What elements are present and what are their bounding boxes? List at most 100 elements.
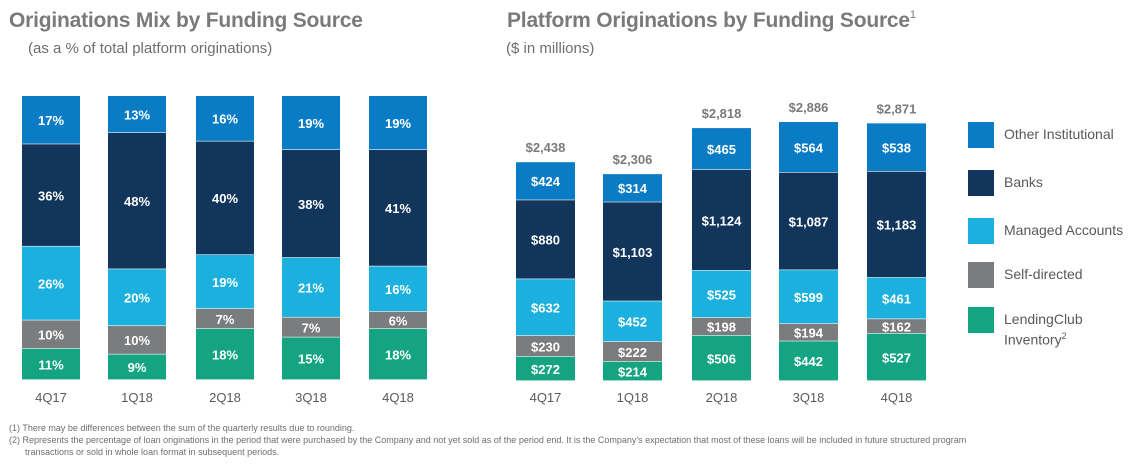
data-label-banks-1q18: $1,103 — [613, 245, 653, 260]
bar-segment-other-institutional-4q17 — [516, 162, 575, 200]
data-label-banks-2q18: $1,124 — [702, 213, 743, 228]
bar-segment-managed-accounts-2q18 — [196, 255, 254, 309]
bar-segment-lendingclub-inventory-3q18 — [779, 341, 838, 381]
data-label-other-institutional-4q17: 17% — [38, 113, 64, 128]
legend-label-lendingclub-inventory: LendingClub Inventory2 — [1004, 311, 1083, 348]
bar-segment-other-institutional-3q18 — [779, 122, 838, 173]
bar-segment-banks-4q17 — [516, 200, 575, 279]
data-label-lendingclub-inventory-2q18: $506 — [707, 351, 736, 366]
legend-item-self-directed: Self-directed — [968, 262, 1134, 288]
legend-swatch-managed-accounts — [968, 218, 994, 244]
bar-segment-self-directed-2q18 — [692, 317, 751, 335]
data-label-self-directed-1q18: 10% — [124, 333, 150, 348]
legend-label-self-directed: Self-directed — [1004, 266, 1083, 282]
data-label-self-directed-4q18: 6% — [389, 313, 408, 328]
bar-segment-managed-accounts-2q18 — [692, 270, 751, 318]
bar-segment-managed-accounts-4q17 — [516, 279, 575, 336]
bar-segment-lendingclub-inventory-4q18 — [369, 328, 427, 380]
legend-label-other-institutional: Other Institutional — [1004, 126, 1114, 142]
category-label-3q18: 3Q18 — [295, 390, 327, 405]
bar-segment-managed-accounts-4q18 — [867, 277, 926, 319]
category-label-2q18: 2Q18 — [209, 390, 241, 405]
category-label-4q18: 4Q18 — [881, 390, 913, 405]
legend-item-managed-accounts: Managed Accounts — [968, 218, 1134, 244]
bar-segment-lendingclub-inventory-2q18 — [692, 335, 751, 381]
data-label-banks-4q17: 36% — [38, 188, 64, 203]
bar-segment-banks-4q18 — [867, 171, 926, 278]
category-label-2q18: 2Q18 — [706, 390, 738, 405]
bar-segment-lendingclub-inventory-2q18 — [196, 328, 254, 380]
bar-segment-banks-1q18 — [108, 132, 166, 269]
bar-segment-other-institutional-2q18 — [692, 128, 751, 170]
data-label-other-institutional-3q18: 19% — [298, 116, 324, 131]
left-chart-title: Originations Mix by Funding Source — [9, 9, 363, 32]
legend-swatch-other-institutional — [968, 122, 994, 148]
data-label-self-directed-2q18: $198 — [707, 320, 736, 335]
legend-swatch-self-directed — [968, 262, 994, 288]
bar-segment-banks-3q18 — [282, 149, 340, 258]
category-label-1q18: 1Q18 — [617, 390, 649, 405]
bar-segment-other-institutional-2q18 — [196, 96, 254, 141]
category-label-1q18: 1Q18 — [121, 390, 153, 405]
data-label-self-directed-1q18: $222 — [618, 345, 647, 360]
data-label-self-directed-4q17: 10% — [38, 328, 64, 343]
right-chart-title: Platform Originations by Funding Source1 — [507, 9, 916, 33]
data-label-self-directed-2q18: 7% — [216, 312, 235, 327]
data-label-lendingclub-inventory-4q18: 18% — [385, 347, 411, 362]
bar-segment-managed-accounts-3q18 — [779, 270, 838, 324]
data-label-other-institutional-4q18: 19% — [385, 116, 411, 131]
legend-swatch-lendingclub-inventory — [968, 307, 994, 333]
bar-segment-managed-accounts-3q18 — [282, 257, 340, 317]
legend-swatch-banks — [968, 170, 994, 196]
bar-segment-self-directed-4q18 — [867, 319, 926, 334]
data-label-lendingclub-inventory-4q17: $272 — [531, 362, 560, 377]
data-label-lendingclub-inventory-4q18: $527 — [882, 350, 911, 365]
bar-segment-banks-4q18 — [369, 149, 427, 266]
footnote-2-continued: transactions or sold in whole loan forma… — [25, 447, 280, 457]
legend-label-managed-accounts: Managed Accounts — [1004, 222, 1124, 238]
data-label-other-institutional-1q18: $314 — [618, 181, 648, 196]
bar-segment-self-directed-3q18 — [282, 317, 340, 337]
data-label-lendingclub-inventory-3q18: 15% — [298, 352, 324, 367]
data-label-managed-accounts-4q17: 26% — [38, 276, 64, 291]
left-chart-subtitle: (as a % of total platform originations) — [28, 40, 273, 57]
data-label-managed-accounts-4q18: 16% — [385, 282, 411, 297]
footnotes: (1) There may be differences between the… — [9, 422, 1129, 458]
category-label-3q18: 3Q18 — [793, 390, 825, 405]
bar-segment-other-institutional-4q17 — [22, 96, 80, 144]
right-chart-title-footnote-ref: 1 — [909, 9, 916, 21]
bar-segment-banks-2q18 — [196, 141, 254, 255]
bar-segment-lendingclub-inventory-3q18 — [282, 337, 340, 380]
data-label-other-institutional-2q18: 16% — [212, 112, 238, 127]
data-label-lendingclub-inventory-3q18: $442 — [794, 354, 823, 369]
bar-segment-banks-1q18 — [603, 202, 662, 301]
data-label-banks-4q18: 41% — [385, 201, 411, 216]
bar-segment-lendingclub-inventory-1q18 — [108, 354, 166, 380]
category-label-4q17: 4Q17 — [35, 390, 67, 405]
total-label-4q17: $2,438 — [526, 140, 566, 155]
data-label-other-institutional-1q18: 13% — [124, 107, 150, 122]
data-label-lendingclub-inventory-1q18: 9% — [128, 360, 147, 375]
footnote-1: (1) There may be differences between the… — [9, 423, 355, 433]
bar-segment-managed-accounts-4q18 — [369, 266, 427, 312]
data-label-banks-3q18: $1,087 — [789, 214, 829, 229]
bar-segment-self-directed-2q18 — [196, 309, 254, 329]
bar-segment-managed-accounts-4q17 — [22, 246, 80, 320]
bar-segment-other-institutional-1q18 — [603, 174, 662, 202]
bar-segment-self-directed-3q18 — [779, 323, 838, 341]
total-label-4q18: $2,871 — [877, 101, 917, 116]
bar-segment-banks-4q17 — [22, 144, 80, 246]
data-label-lendingclub-inventory-4q17: 11% — [38, 357, 64, 372]
charts-canvas: 11% 10% 26% 36% 17% 4Q17 9% 10% 20% 48% 13% 1Q18 18%… — [22, 96, 926, 405]
total-label-3q18: $2,886 — [789, 100, 829, 115]
bar-segment-banks-3q18 — [779, 172, 838, 270]
mix-percent-chart: 11% 10% 26% 36% 17% 4Q17 9% 10% 20% 48% 13% 1Q18 18%… — [22, 96, 427, 405]
legend-item-banks: Banks — [968, 170, 1134, 196]
bar-segment-other-institutional-3q18 — [282, 96, 340, 150]
bar-segment-other-institutional-4q18 — [867, 123, 926, 172]
bar-segment-managed-accounts-1q18 — [603, 301, 662, 342]
data-label-managed-accounts-3q18: 21% — [298, 281, 324, 296]
total-label-2q18: $2,818 — [702, 106, 742, 121]
bar-segment-self-directed-4q17 — [516, 335, 575, 356]
data-label-self-directed-4q17: $230 — [531, 339, 560, 354]
